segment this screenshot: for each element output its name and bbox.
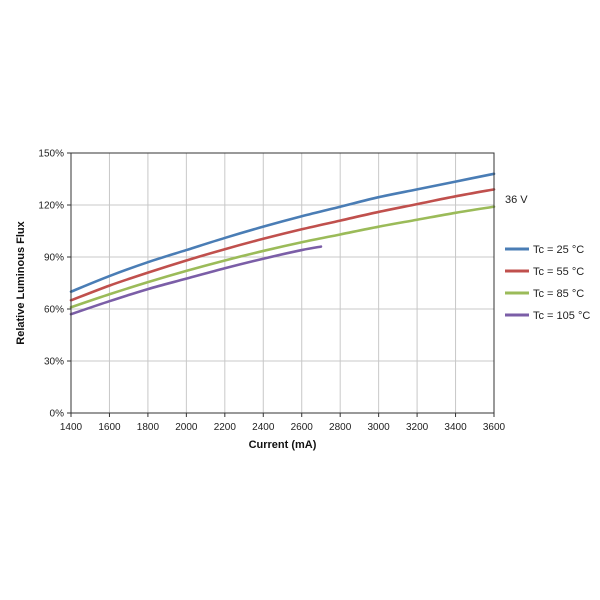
y-tick-label: 150% <box>38 149 64 160</box>
x-tick-label: 1400 <box>60 422 83 433</box>
series-line-3 <box>69 205 496 309</box>
x-tick-label: 3400 <box>444 422 467 433</box>
x-tick-label: 3600 <box>483 422 506 433</box>
y-tick-label: 60% <box>44 305 64 316</box>
x-tick-label: 2000 <box>175 422 198 433</box>
grid-layer <box>70 152 495 414</box>
x-tick-label: 2200 <box>214 422 237 433</box>
x-tick-label: 3200 <box>406 422 429 433</box>
y-tick-label: 120% <box>38 201 64 212</box>
series-layer <box>69 172 496 316</box>
x-axis-title: Current (mA) <box>249 439 317 451</box>
series-line-2 <box>69 188 496 302</box>
legend-label: Tc = 55 °C <box>533 266 584 278</box>
x-tick-label: 2400 <box>252 422 275 433</box>
series-line-4 <box>69 245 323 316</box>
legend: Tc = 25 °C Tc = 55 °C Tc = 85 °C Tc = 105 °… <box>505 244 590 322</box>
y-tick-label: 90% <box>44 253 64 264</box>
plot-frame <box>70 152 495 414</box>
x-tick-label: 1800 <box>137 422 160 433</box>
y-tick-label: 30% <box>44 357 64 368</box>
tick-layer: 1400 1600 1800 2000 2200 2400 2600 2800 3000 3200… <box>38 149 505 434</box>
legend-label: Tc = 105 °C <box>533 310 590 322</box>
series-line-1 <box>69 172 496 293</box>
x-tick-label: 2800 <box>329 422 352 433</box>
voltage-annotation: 36 V <box>505 194 528 206</box>
x-tick-label: 3000 <box>368 422 391 433</box>
y-tick-label: 0% <box>50 409 65 420</box>
legend-label: Tc = 85 °C <box>533 288 584 300</box>
x-tick-label: 1600 <box>98 422 121 433</box>
y-axis-title: Relative Luminous Flux <box>15 220 27 344</box>
x-tick-label: 2600 <box>291 422 314 433</box>
legend-label: Tc = 25 °C <box>533 244 584 256</box>
